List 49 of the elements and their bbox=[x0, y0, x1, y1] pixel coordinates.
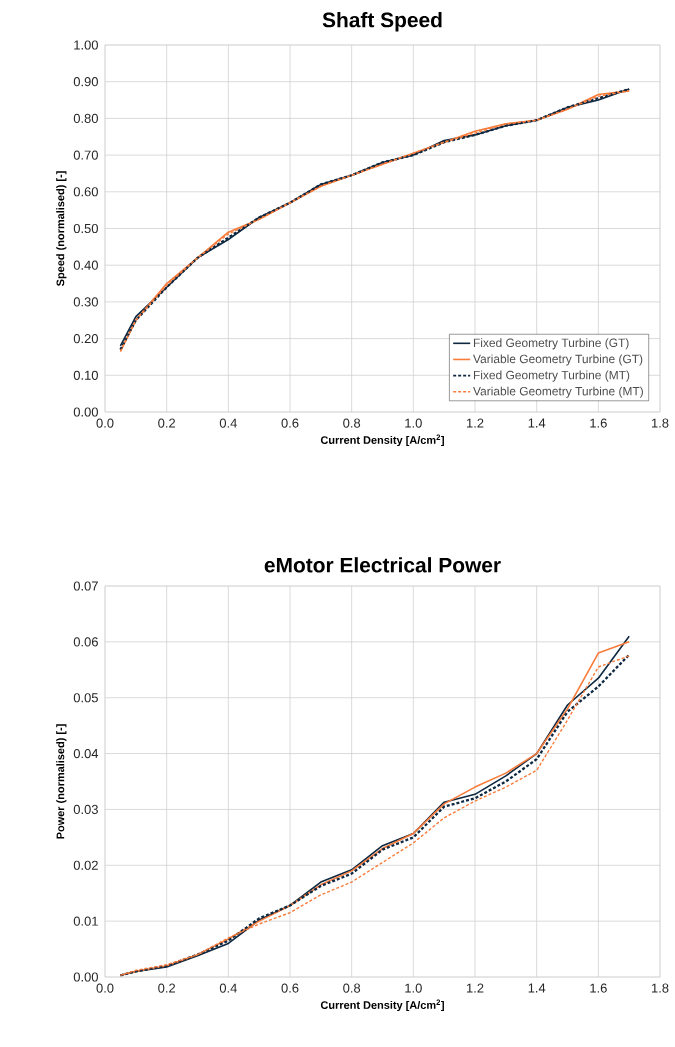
x-tick-label: 1.2 bbox=[466, 418, 484, 428]
x-tick-label: 0.4 bbox=[219, 983, 237, 993]
x-tick-label: 1.2 bbox=[466, 983, 484, 993]
y-tick-label: 0.10 bbox=[73, 370, 98, 380]
x-tick-label: 0.0 bbox=[96, 418, 114, 428]
y-tick-label: 0.00 bbox=[73, 972, 98, 982]
x-axis-title: Current Density [A/cm$^{2}$] bbox=[320, 999, 444, 1012]
x-tick-label: 1.4 bbox=[528, 418, 546, 428]
x-axis-title: Current Density [A/cm$^{2}$] bbox=[320, 434, 444, 447]
y-tick-label: 0.20 bbox=[73, 334, 98, 344]
y-axis-title: Power (normalised) [-] bbox=[56, 724, 67, 839]
y-tick-label: 0.01 bbox=[73, 916, 98, 926]
y-tick-label: 0.06 bbox=[73, 637, 98, 647]
y-tick-label: 0.50 bbox=[73, 223, 98, 234]
x-tick-label: 0.4 bbox=[219, 418, 237, 428]
y-tick-label: 0.90 bbox=[73, 77, 98, 87]
legend-label: Variable Geometry Turbine (MT) bbox=[473, 386, 643, 398]
legend-label: Fixed Geometry Turbine (MT) bbox=[473, 370, 630, 382]
y-tick-label: 0.00 bbox=[73, 407, 98, 417]
y-tick-label: 0.30 bbox=[73, 297, 98, 307]
chart-title: Shaft Speed bbox=[322, 11, 442, 32]
x-tick-label: 0.6 bbox=[281, 418, 299, 428]
y-tick-label: 0.70 bbox=[73, 150, 98, 160]
x-tick-label: 1.0 bbox=[405, 418, 422, 428]
y-tick-label: 0.60 bbox=[73, 187, 98, 197]
y-tick-label: 0.02 bbox=[73, 860, 98, 870]
chart-title: eMotor Electrical Power bbox=[264, 557, 501, 573]
legend-label: Variable Geometry Turbine (GT) bbox=[473, 354, 643, 366]
y-tick-label: 0.05 bbox=[73, 693, 98, 703]
x-tick-label: 1.6 bbox=[590, 983, 607, 993]
x-tick-label: 1.4 bbox=[528, 983, 546, 993]
x-tick-label: 0.6 bbox=[281, 983, 299, 993]
x-tick-label: 1.6 bbox=[590, 418, 607, 428]
x-tick-label: 1.8 bbox=[651, 418, 669, 428]
legend-label: Fixed Geometry Turbine (GT) bbox=[473, 338, 629, 350]
y-tick-label: 0.04 bbox=[73, 748, 99, 759]
x-tick-label: 0.0 bbox=[96, 983, 114, 993]
y-tick-label: 1.00 bbox=[74, 40, 98, 50]
x-tick-label: 0.2 bbox=[158, 418, 176, 428]
x-tick-label: 1.8 bbox=[651, 983, 669, 993]
x-tick-label: 0.2 bbox=[158, 983, 176, 993]
x-tick-label: 0.8 bbox=[343, 983, 361, 993]
y-tick-label: 0.07 bbox=[73, 581, 98, 591]
y-axis-title: Speed (normalised) [-] bbox=[56, 171, 67, 287]
y-tick-label: 0.80 bbox=[73, 113, 98, 123]
y-tick-label: 0.40 bbox=[73, 260, 98, 270]
x-tick-label: 0.8 bbox=[343, 418, 361, 428]
y-tick-label: 0.03 bbox=[73, 804, 98, 815]
x-tick-label: 1.0 bbox=[405, 983, 422, 993]
